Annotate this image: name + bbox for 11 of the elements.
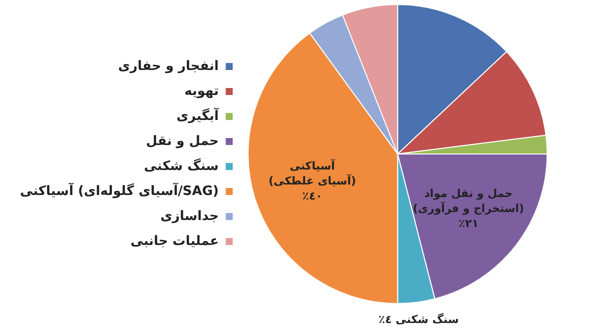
legend-label: سنگ شکنی — [144, 158, 219, 174]
legend-label: آبگیری — [176, 106, 220, 124]
legend-label: جداسازی — [160, 208, 219, 224]
data-label: حمل و نقل مواد (استخراج و فرآوری) ٢١٪ — [412, 186, 524, 230]
legend-label: انفجار و حفاری — [118, 58, 219, 74]
legend-label: حمل و نقل — [146, 134, 219, 149]
legend-label: عملیات جانبی — [130, 234, 219, 249]
legend-label: تهویه — [184, 84, 219, 99]
data-label: سنگ شکنی ٤٪ — [378, 313, 459, 326]
data-label: آسیاکنی (آسیای غلطکی) ٤٠٪ — [268, 158, 356, 203]
legend-label: آسیاکنی (آسیای گلوله‌ای/SAG) — [20, 182, 219, 199]
